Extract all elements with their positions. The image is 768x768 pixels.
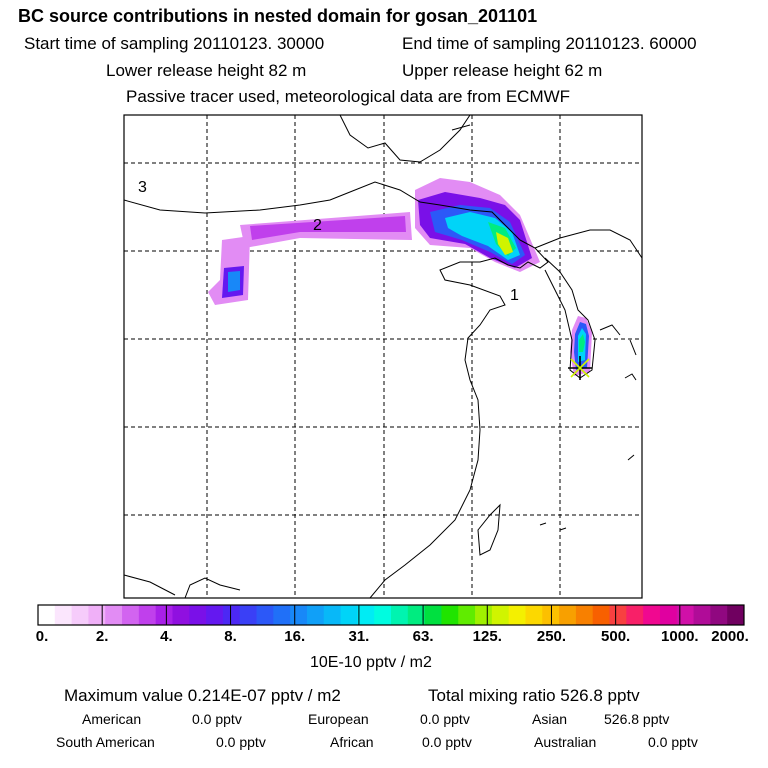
region-name-african: African [330, 734, 374, 750]
colorbar-cell [122, 605, 140, 625]
colorbar-cell [105, 605, 123, 625]
region-value-south-american: 0.0 pptv [216, 734, 266, 750]
colorbar-tick-label: 1000. [661, 628, 699, 645]
colorbar-tick-label: 0. [35, 628, 49, 645]
colorbar-tick-label: 2. [95, 628, 109, 645]
colorbar-cell [323, 605, 342, 625]
colorbar-cell [38, 605, 56, 625]
colorbar-cell [609, 605, 627, 625]
colorbar-cell [626, 605, 644, 625]
colorbar-cell [592, 605, 611, 625]
tracer-info-text: Passive tracer used, meteorological data… [126, 87, 571, 106]
colorbar-cell [575, 605, 594, 625]
colorbar-cell [676, 605, 695, 625]
colorbar-cell [659, 605, 678, 625]
colorbar-cell [88, 605, 106, 625]
colorbar-cell [340, 605, 358, 625]
maximum-value-text: Maximum value 0.214E-07 pptv / m2 [64, 686, 341, 705]
region-value-australian: 0.0 pptv [648, 734, 698, 750]
total-mixing-ratio-text: Total mixing ratio 526.8 pptv [428, 686, 640, 705]
colorbar-cell [643, 605, 661, 625]
region-label-1: 1 [510, 287, 519, 304]
upper-release-height-text: Upper release height 62 m [402, 61, 603, 80]
colorbar-cell [306, 605, 325, 625]
sampling-end-text: End time of sampling 20110123. 60000 [402, 34, 697, 53]
colorbar-cell [206, 605, 224, 625]
colorbar-tick-label: 500. [601, 628, 631, 645]
colorbar-frame [37, 604, 745, 626]
colorbar-cell [441, 605, 459, 625]
colorbar-cell [256, 605, 274, 625]
region-value-european: 0.0 pptv [420, 711, 470, 727]
region-name-asian: Asian [532, 711, 568, 727]
colorbar-cell [710, 605, 728, 625]
colorbar-cell [391, 605, 409, 625]
colorbar-cell [189, 605, 207, 625]
region-value-african: 0.0 pptv [422, 734, 472, 750]
colorbar-cell [374, 605, 392, 625]
colorbar-cell [508, 605, 526, 625]
colorbar-cell [559, 605, 577, 625]
colorbar-tick-label: 4. [160, 628, 173, 645]
colorbar-tick-label: 125. [472, 628, 502, 645]
lower-release-height-text: Lower release height 82 m [106, 61, 307, 80]
coastlines [124, 115, 642, 598]
colorbar-cell [407, 605, 426, 625]
colorbar-cell [54, 605, 73, 625]
colorbar-cell [222, 605, 241, 625]
receptor-star-icon [568, 356, 592, 380]
colorbar-cell [458, 605, 476, 625]
colorbar-cell [71, 605, 89, 625]
region-name-american: American [82, 711, 142, 727]
region-value-asian: 526.8 pptv [604, 711, 670, 727]
colorbar-cell [273, 605, 291, 625]
colorbar-tick-label: 31. [348, 628, 370, 645]
colorbar-tick-label: 16. [284, 628, 306, 645]
colorbar-cell [155, 605, 173, 625]
map-frame [123, 114, 643, 599]
colorbar-cell [491, 605, 510, 625]
colorbar-tick-label: 63. [412, 628, 434, 645]
colorbar-tick-label: 2000. [711, 628, 749, 645]
plot-title: BC source contributions in nested domain… [18, 6, 538, 26]
colorbar-cell [138, 605, 157, 625]
colorbar-unit-label: 10E-10 pptv / m2 [310, 654, 432, 671]
plume-east [415, 178, 540, 272]
region-name-australian: Australian [534, 734, 597, 750]
lat-lon-grid [124, 115, 642, 598]
colorbar-tick-label: 8. [224, 628, 237, 645]
plume-west [208, 212, 412, 305]
colorbar-cell [290, 605, 308, 625]
region-label-2: 2 [313, 217, 322, 234]
colorbar-cell [172, 605, 190, 625]
colorbar-cell [542, 605, 560, 625]
colorbar-cell [357, 605, 375, 625]
colorbar-cell [475, 605, 493, 625]
colorbar-tick-label: 250. [536, 628, 567, 645]
colorbar-cell [239, 605, 258, 625]
region-label-3: 3 [138, 179, 147, 196]
region-name-south-american: South American [56, 734, 155, 750]
colorbar-cell [424, 605, 442, 625]
region-value-american: 0.0 pptv [192, 711, 242, 727]
colorbar-cell [727, 605, 745, 625]
colorbar-cell [693, 605, 711, 625]
region-name-european: European [308, 711, 369, 727]
sampling-start-text: Start time of sampling 20110123. 30000 [24, 34, 325, 53]
colorbar-cell [525, 605, 543, 625]
